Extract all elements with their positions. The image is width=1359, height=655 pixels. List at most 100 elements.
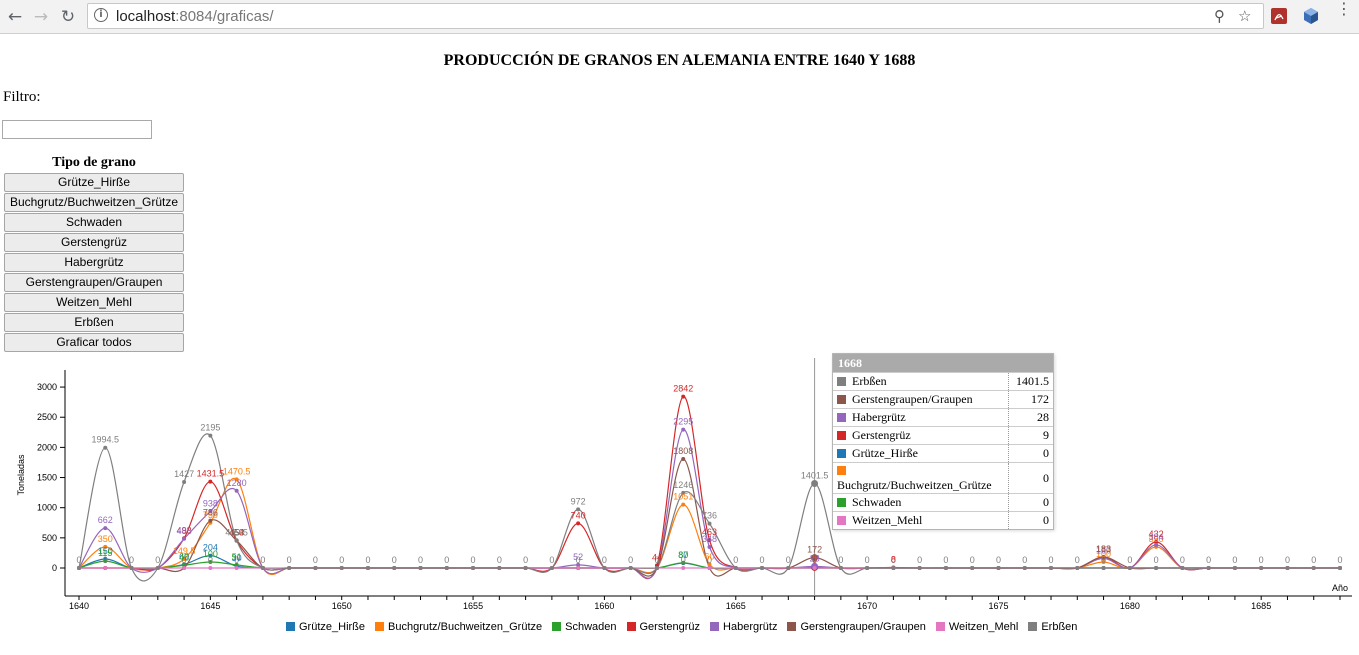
data-label: 51	[232, 552, 242, 562]
data-point	[260, 566, 265, 570]
tooltip-series-name: Gerstengraupen/Graupen	[833, 390, 1009, 409]
filter-input[interactable]	[2, 120, 152, 139]
legend-item[interactable]: Schwaden	[552, 621, 617, 633]
reload-icon[interactable]: ↻	[60, 7, 76, 27]
data-label: 0	[182, 555, 187, 565]
legend-item[interactable]: Gerstengrüz	[626, 621, 700, 633]
data-label: 0	[418, 555, 423, 565]
x-tick-label: 1660	[594, 601, 614, 611]
chart-tooltip: 1668 Erbßen 1401.5 Gerstengraupen/Graupen 1…	[832, 353, 1054, 530]
forward-icon[interactable]: →	[33, 7, 49, 27]
data-point	[1127, 566, 1132, 570]
legend-item[interactable]: Habergrütz	[710, 621, 777, 633]
tooltip-swatch	[837, 377, 846, 386]
data-label: 0	[681, 555, 686, 565]
habergrutz-button[interactable]: Habergrütz	[4, 253, 184, 272]
data-label: 204	[203, 543, 218, 553]
data-label: 0	[444, 555, 449, 565]
tooltip-swatch	[837, 431, 846, 440]
legend-item[interactable]: Buchgrutz/Buchweitzen_Grütze	[375, 621, 542, 633]
legend-item[interactable]: Erbßen	[1028, 621, 1077, 633]
data-point	[1232, 566, 1237, 570]
tooltip-row: Buchgrutz/Buchweitzen_Grütze 0	[833, 462, 1053, 494]
data-label: 485	[177, 526, 192, 536]
data-label: 0	[365, 555, 370, 565]
data-label: 662	[98, 515, 113, 525]
zoom-icon[interactable]: ⚲	[1214, 7, 1225, 25]
data-label: 350	[1149, 534, 1164, 544]
cube-extension-icon[interactable]	[1302, 7, 1320, 25]
info-icon[interactable]: i	[94, 8, 108, 22]
data-point	[234, 538, 239, 543]
legend-label: Grütze_Hirße	[299, 621, 366, 633]
pdf-extension-icon[interactable]	[1270, 7, 1288, 25]
data-point	[707, 562, 712, 567]
grutze-hirse-button[interactable]: Grütze_Hirße	[4, 173, 184, 192]
data-label: 0	[970, 555, 975, 565]
data-label: 0	[1259, 555, 1264, 565]
data-point	[681, 427, 686, 432]
x-tick-label: 1650	[332, 601, 352, 611]
data-point	[1101, 554, 1106, 559]
tooltip-row: Grütze_Hirße 0	[833, 444, 1053, 463]
tooltip-series-label: Weitzen_Mehl	[852, 513, 923, 527]
data-label: 0	[786, 555, 791, 565]
bookmark-star-icon[interactable]: ☆	[1238, 7, 1252, 25]
data-label: 0	[1180, 555, 1185, 565]
data-point	[208, 509, 213, 514]
data-label: 0	[1154, 555, 1159, 565]
data-point	[182, 566, 187, 570]
data-label: 0	[1232, 555, 1237, 565]
data-point	[208, 553, 213, 558]
graficar-todos-button[interactable]: Graficar todos	[4, 333, 184, 352]
y-tick-label: 500	[42, 533, 57, 543]
gerstengraupen-button[interactable]: Gerstengraupen/Graupen	[4, 273, 184, 292]
data-point	[523, 566, 528, 570]
legend-item[interactable]: Grütze_Hirße	[286, 621, 365, 633]
data-label: 0	[287, 555, 292, 565]
x-tick-label: 1645	[200, 601, 220, 611]
data-label: 740	[571, 510, 586, 520]
data-label: 0	[1206, 555, 1211, 565]
browser-toolbar: ← → ↻ i localhost:8084/graficas/ ⚲ ☆ ⋮	[0, 0, 1359, 34]
tooltip-series-label: Gerstengrüz	[852, 428, 911, 442]
gerstengruz-button[interactable]: Gerstengrüz	[4, 233, 184, 252]
data-label: 0	[1022, 555, 1027, 565]
legend-swatch	[935, 622, 945, 631]
back-icon[interactable]: ←	[7, 7, 23, 27]
schwaden-button[interactable]: Schwaden	[4, 213, 184, 232]
tooltip-row: Weitzen_Mehl 0	[833, 511, 1053, 529]
data-point	[471, 566, 476, 570]
data-label: 44	[652, 552, 662, 562]
data-point	[681, 394, 686, 399]
data-label: 0	[1101, 555, 1106, 565]
data-label: 1431.5	[197, 469, 225, 479]
data-point	[208, 433, 213, 438]
legend-swatch	[710, 622, 720, 631]
menu-icon[interactable]: ⋮	[1336, 0, 1352, 18]
data-label: 115	[98, 548, 112, 558]
data-point	[1259, 566, 1264, 570]
buchgrutz-button[interactable]: Buchgrutz/Buchweitzen_Grütze	[4, 193, 184, 212]
legend-item[interactable]: Weitzen_Mehl	[935, 621, 1018, 633]
y-tick-label: 3000	[37, 382, 57, 392]
legend-label: Erbßen	[1041, 621, 1078, 633]
data-point	[234, 562, 239, 567]
data-point	[234, 566, 239, 570]
tooltip-swatch	[837, 449, 846, 458]
legend-item[interactable]: Gerstengraupen/Graupen	[787, 621, 926, 633]
erbsen-button[interactable]: Erbßen	[4, 313, 184, 332]
legend-swatch	[787, 622, 797, 631]
legend-label: Schwaden	[565, 621, 617, 633]
data-point	[418, 566, 423, 570]
data-label: 0	[865, 555, 870, 565]
tooltip-row: Erbßen 1401.5	[833, 372, 1053, 391]
data-label: 0	[129, 555, 134, 565]
data-point	[129, 566, 134, 570]
weitzen-mehl-button[interactable]: Weitzen_Mehl	[4, 293, 184, 312]
address-bar[interactable]: i localhost:8084/graficas/ ⚲ ☆	[87, 3, 1264, 29]
data-label: 0	[471, 555, 476, 565]
data-point	[182, 556, 187, 561]
data-label: 0	[497, 555, 502, 565]
